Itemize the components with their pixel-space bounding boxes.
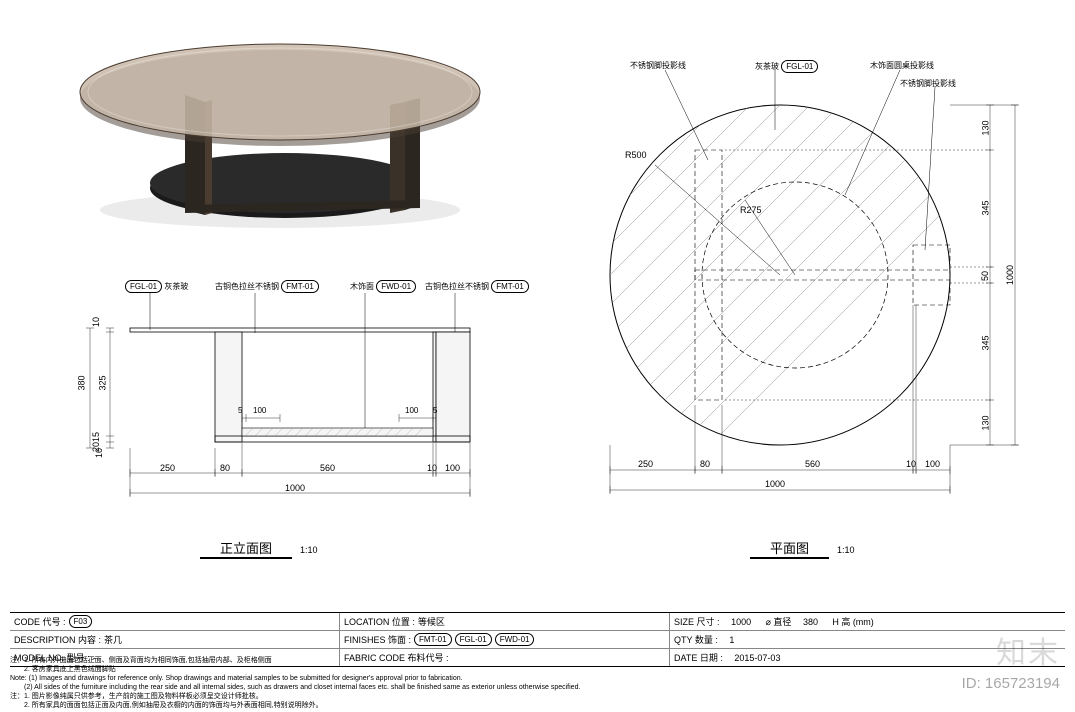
- plan-title: 平面图1:10: [750, 538, 855, 557]
- watermark-id: ID: 165723194: [962, 675, 1060, 692]
- elevation-title: 正立面图1:10: [200, 538, 318, 557]
- footnotes: 注：1. 所有内外曲面包括正面、侧面及背面均为相同饰面,包括抽屉内部、及柜格侧面…: [10, 656, 580, 710]
- desc-label: DESCRIPTION 内容 :: [14, 633, 101, 646]
- code-label: CODE 代号 :: [14, 615, 66, 628]
- elevation-drawing: FGL-01 灰茶玻 古铜色拉丝不锈钢 FMT-01 木饰面 FWD-01 古铜…: [60, 280, 510, 550]
- qty-label: QTY 数量 :: [674, 633, 718, 646]
- desc-value: 茶几: [104, 633, 122, 646]
- finishes-label: FINISHES 饰面 :: [344, 633, 411, 646]
- location-label: LOCATION 位置 :: [344, 615, 415, 628]
- date-value: 2015-07-03: [734, 653, 780, 663]
- size-label: SIZE 尺寸 :: [674, 615, 720, 628]
- qty-value: 1: [729, 635, 734, 645]
- watermark-brand: 知末: [996, 628, 1060, 672]
- code-value: F03: [69, 615, 93, 628]
- location-value: 等候区: [418, 615, 445, 628]
- date-label: DATE 日期 :: [674, 651, 723, 664]
- product-render: [60, 10, 500, 240]
- plan-drawing: 不锈钢脚投影线 灰茶玻 FGL-01 木饰面圆桌投影线 不锈钢脚投影线: [580, 60, 1060, 550]
- pill-fgl-plan: FGL-01: [781, 60, 818, 73]
